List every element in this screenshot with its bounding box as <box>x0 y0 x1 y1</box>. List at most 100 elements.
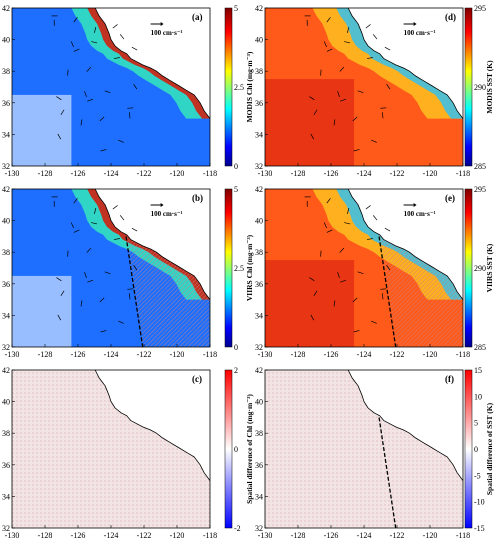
coastline <box>347 188 464 300</box>
scale-label: 100 cm·s⁻¹ <box>404 29 436 37</box>
y-tick-label: 40 <box>255 398 263 407</box>
y-tick-label: 42 <box>255 366 263 375</box>
x-tick-label: -126 <box>71 169 86 178</box>
current-vector <box>366 57 373 59</box>
coastline <box>94 369 211 481</box>
current-vector <box>104 271 111 275</box>
x-tick-label: -120 <box>423 531 438 540</box>
y-tick-label: 42 <box>2 366 10 375</box>
x-tick-label: -118 <box>203 169 217 178</box>
x-tick-label: -120 <box>170 350 185 359</box>
x-tick-label: -124 <box>357 169 372 178</box>
colorbar-tick-label: 2.5 <box>234 264 244 273</box>
y-tick-label: 40 <box>2 217 10 226</box>
y-tick-label: 32 <box>2 162 10 171</box>
current-vector <box>70 41 74 48</box>
colorbar <box>464 369 473 529</box>
y-tick-label: 34 <box>255 492 263 501</box>
y-tick-label: 36 <box>2 99 10 108</box>
current-vector <box>313 109 318 116</box>
current-vector <box>380 107 387 109</box>
y-tick-label: 38 <box>2 429 10 438</box>
colorbar-tick-label: 5 <box>234 4 238 13</box>
current-vector <box>80 119 83 126</box>
warm-pool <box>265 79 355 166</box>
y-tick-label: 36 <box>2 461 10 470</box>
current-vector <box>73 17 78 23</box>
colorbar-tick-label: 0 <box>474 445 478 454</box>
current-vector <box>326 229 333 233</box>
current-vector <box>86 66 92 72</box>
x-tick-label: -126 <box>324 350 339 359</box>
x-tick-label: -130 <box>5 531 20 540</box>
x-tick-label: -124 <box>357 531 372 540</box>
y-tick-label: 40 <box>2 398 10 407</box>
x-tick-label: -128 <box>291 169 306 178</box>
current-vector <box>352 297 358 303</box>
map-panel-f: (f) -130 -128 -126 -124 -122 -120 -118 42 40 38 36 3… <box>255 366 494 540</box>
colorbar-tick-label: -10 <box>474 498 485 507</box>
x-tick-label: -122 <box>390 531 405 540</box>
upwelling-band <box>336 8 463 119</box>
colorbar-tick-label: 285 <box>474 162 486 171</box>
current-vector <box>113 238 120 240</box>
colorbar-tick-label: 290 <box>474 264 486 273</box>
current-vector <box>127 107 134 109</box>
x-tick-label: -118 <box>203 531 217 540</box>
current-vector <box>353 330 360 333</box>
colorbar-tick-label: 2 <box>234 366 238 375</box>
x-tick-label: -120 <box>170 531 185 540</box>
current-vector <box>70 222 74 229</box>
current-vector <box>372 215 378 221</box>
current-vector <box>100 149 107 152</box>
current-vector <box>118 320 124 324</box>
current-vector <box>365 24 371 29</box>
land-mask <box>348 370 463 481</box>
colorbar-title: VIIRS Chl (mg·m⁻³) <box>245 234 254 301</box>
colorbar-title: Spatial difference of SST (K) <box>485 402 494 495</box>
current-vector <box>344 41 351 44</box>
y-tick-label: 36 <box>255 280 263 289</box>
panel-label: (a) <box>192 12 203 22</box>
x-tick-label: -126 <box>71 350 86 359</box>
x-tick-label: -120 <box>170 169 185 178</box>
y-tick-label: 32 <box>2 343 10 352</box>
colorbar-tick-label: 0 <box>234 445 238 454</box>
colorbar-title: MODIS Chl (mg·m⁻³) <box>245 51 254 122</box>
current-vector <box>313 290 318 297</box>
current-vector <box>326 17 331 23</box>
land-mask <box>95 8 210 119</box>
x-tick-label: -128 <box>291 350 306 359</box>
current-vector <box>99 297 105 303</box>
current-vector <box>56 96 62 101</box>
current-vector <box>129 112 131 119</box>
map-panel-e: 100 cm·s⁻¹ (e) -130 -128 -126 -124 -122 -120 -11… <box>255 185 494 359</box>
current-vector <box>84 91 87 98</box>
current-vector <box>337 272 340 279</box>
map-panel-c: (c) -130 -128 -126 -124 -122 -120 -118 42 40 38 36 3… <box>2 366 254 540</box>
x-tick-label: -124 <box>104 531 119 540</box>
colorbar-tick-label: 5 <box>234 185 238 194</box>
coastal-band-high <box>87 8 210 119</box>
colorbar <box>224 7 233 167</box>
current-vector <box>326 48 333 52</box>
x-tick-label: -122 <box>390 169 405 178</box>
warm-pool <box>265 260 355 347</box>
colorbar-tick-label: 295 <box>474 185 486 194</box>
current-vector <box>100 330 107 333</box>
x-tick-label: -128 <box>291 531 306 540</box>
colorbar <box>224 369 233 529</box>
current-vector <box>386 83 391 90</box>
current-vector <box>80 300 83 307</box>
x-tick-label: -130 <box>258 350 273 359</box>
current-vector <box>129 293 131 300</box>
colorbar-tick-label: 0 <box>234 162 238 171</box>
current-vector <box>133 264 138 271</box>
y-tick-label: 32 <box>255 343 263 352</box>
current-vector <box>357 90 364 94</box>
scale-label: 100 cm·s⁻¹ <box>404 210 436 218</box>
x-tick-label: -128 <box>38 531 53 540</box>
current-vector <box>365 205 371 210</box>
y-tick-label: 34 <box>255 311 263 320</box>
x-tick-label: -130 <box>258 169 273 178</box>
